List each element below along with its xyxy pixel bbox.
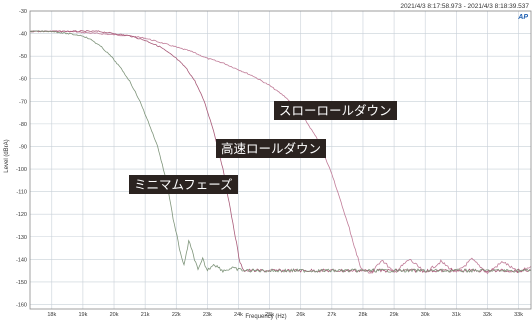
x-tick-label: 25k	[265, 312, 274, 318]
x-tick-label: 32k	[483, 312, 492, 318]
y-tick-label: -80	[19, 122, 27, 128]
y-tick-label: -110	[16, 190, 27, 196]
annotation-fast-rolloff: 高速ロールダウン	[216, 139, 327, 158]
x-tick-label: 28k	[359, 312, 368, 318]
x-tick-label: 22k	[172, 312, 181, 318]
series-line-1	[29, 30, 532, 275]
y-tick-label: -40	[19, 32, 27, 38]
y-tick-label: -160	[16, 302, 27, 308]
x-tick-label: 21k	[141, 312, 150, 318]
series-layer	[29, 30, 532, 275]
x-tick-label: 33k	[514, 312, 523, 318]
x-tick-label: 18k	[47, 312, 56, 318]
x-tick-label: 27k	[327, 312, 336, 318]
y-tick-label: -130	[16, 235, 27, 241]
plot-frame	[29, 10, 532, 310]
y-tick-label: -150	[16, 280, 27, 286]
series-line-2	[29, 30, 532, 274]
x-tick-label: 30k	[421, 312, 430, 318]
y-axis-label: Level (dBrA)	[4, 139, 10, 173]
x-tick-label: 23k	[203, 312, 212, 318]
x-tick-label: 24k	[234, 312, 243, 318]
y-tick-label: -70	[19, 99, 27, 105]
x-axis-label: Frequency (Hz)	[245, 314, 287, 320]
annotation-slow-rolloff: スローロールダウン	[274, 101, 397, 120]
y-tick-label: -90	[19, 144, 27, 150]
y-tick-label: -120	[16, 212, 27, 218]
timestamp-header: 2021/4/3 8:17:58.973 - 2021/4/3 8:18:39.…	[400, 3, 529, 10]
x-tick-label: 29k	[390, 312, 399, 318]
ap-logo-icon: AP	[518, 14, 528, 21]
annotation-minimum-phase: ミニマムフェーズ	[129, 175, 238, 194]
x-tick-label: 20k	[110, 312, 119, 318]
ticks-layer: -30 -40 -50 -60 -70 -80 -90 -100 -110 -120 -130 -14…	[16, 9, 523, 318]
x-tick-label: 26k	[296, 312, 305, 318]
y-tick-label: -30	[19, 9, 27, 15]
series-line-3	[29, 30, 532, 274]
y-tick-label: -60	[19, 77, 27, 83]
x-tick-label: 31k	[452, 312, 461, 318]
grid	[30, 10, 531, 309]
y-tick-label: -140	[16, 257, 27, 263]
x-tick-label: 19k	[78, 312, 87, 318]
y-tick-label: -100	[16, 167, 27, 173]
y-tick-label: -50	[19, 54, 27, 60]
